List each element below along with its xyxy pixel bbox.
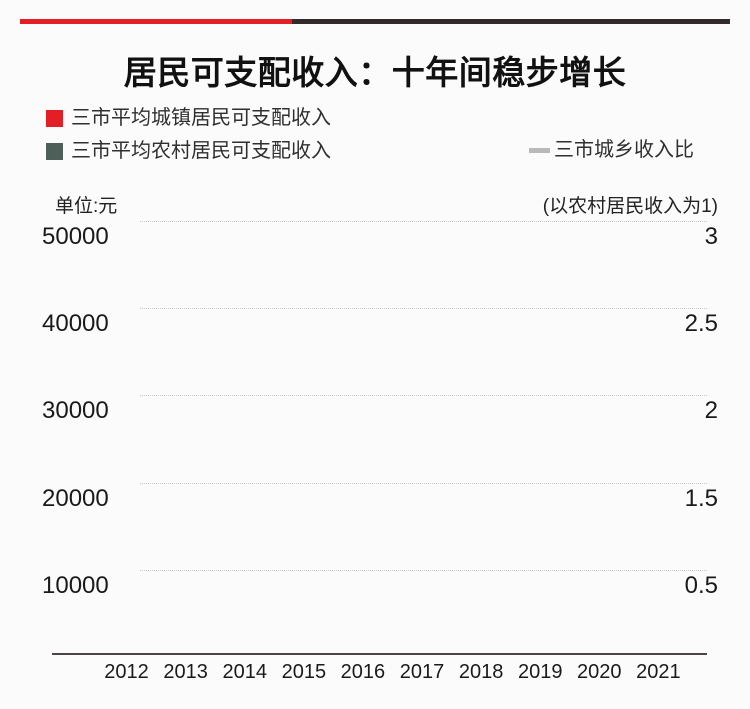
- y-axis-right-tick: 3: [704, 223, 718, 250]
- x-axis-tick-year: 2019: [517, 661, 563, 683]
- urban-series-swatch-icon: [46, 109, 63, 127]
- legend-item-urban-income: 三市平均城镇居民可支配收入: [46, 106, 331, 130]
- accent-bar-dark-segment: [292, 19, 730, 24]
- legend-label-rural-income: 三市平均农村居民可支配收入: [71, 140, 331, 162]
- gridline: [140, 483, 707, 484]
- gridline: [140, 395, 707, 396]
- ratio-line-marker-icon: [529, 147, 550, 153]
- x-axis-tick-year: 2018: [458, 661, 504, 683]
- legend-item-income-ratio: 三市城乡收入比: [529, 138, 694, 162]
- gridline: [140, 221, 707, 222]
- x-axis-line: [52, 653, 707, 655]
- chart-title: 居民可支配收入：十年间稳步增长: [123, 54, 627, 91]
- gridline: [140, 308, 707, 309]
- x-axis-tick-year: 2021: [636, 661, 681, 683]
- y-axis-left-tick: 30000: [42, 397, 109, 424]
- x-axis-tick-year: 2014: [222, 661, 267, 683]
- y-axis-right-tick: 2.5: [684, 310, 718, 337]
- legend-label-income-ratio: 三市城乡收入比: [554, 139, 694, 161]
- y-axis-right-tick: 1.5: [684, 485, 718, 512]
- x-axis-tick-year: 2013: [163, 661, 208, 683]
- x-axis-tick-year: 2015: [281, 661, 327, 683]
- accent-bar: [20, 19, 730, 24]
- x-axis-tick-year: 2016: [340, 661, 386, 683]
- x-axis-labels: 2012 2013 2014 2015 2016 2017 2018 2019 2020 2021: [97, 661, 688, 684]
- rural-series-swatch-icon: [46, 142, 63, 160]
- accent-bar-red-segment: [20, 19, 292, 24]
- y-axis-right-tick: 2: [704, 397, 718, 424]
- y-axis-left-tick: 10000: [42, 572, 109, 599]
- y-axis-left-tick: 20000: [42, 485, 109, 512]
- y-axis-left-tick: 40000: [42, 310, 109, 337]
- x-axis-tick-year: 2020: [577, 661, 622, 683]
- legend-item-rural-income: 三市平均农村居民可支配收入: [46, 139, 331, 163]
- legend-label-urban-income: 三市平均城镇居民可支配收入: [71, 107, 331, 129]
- left-axis-unit-label: 单位:元: [55, 196, 118, 217]
- x-axis-tick-year: 2012: [104, 661, 149, 683]
- right-axis-unit-label: (以农村居民收入为1): [542, 196, 718, 217]
- gridline: [140, 570, 707, 571]
- y-axis-right-tick: 0.5: [684, 572, 718, 599]
- x-axis-tick-year: 2017: [399, 661, 445, 683]
- y-axis-left-tick: 50000: [42, 223, 109, 250]
